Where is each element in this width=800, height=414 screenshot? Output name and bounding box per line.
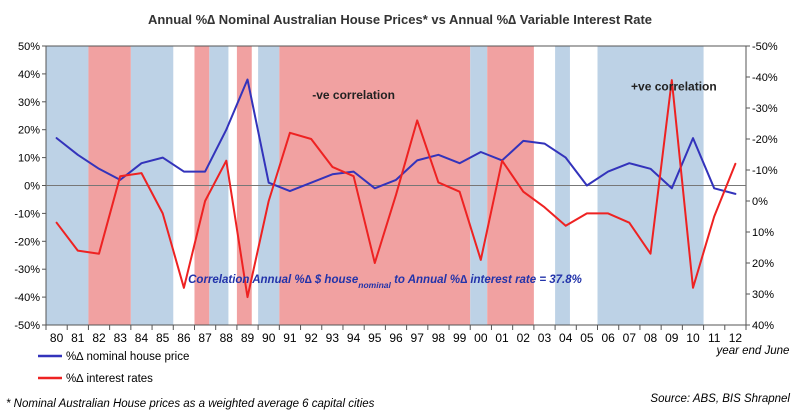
x-tick-label: 83 (114, 331, 128, 345)
right-tick-label: -10% (752, 165, 778, 177)
x-tick-label: 88 (220, 331, 234, 345)
x-tick-label: 82 (92, 331, 106, 345)
house-price-line (55, 78, 737, 195)
x-tick-label: 91 (283, 331, 297, 345)
x-tick-label: 99 (453, 331, 467, 345)
x-tick-label: 05 (580, 331, 594, 345)
legend: %∆ nominal house price %∆ interest rates (38, 351, 189, 385)
x-tick-label: 87 (198, 331, 212, 345)
legend-label: %∆ interest rates (66, 373, 153, 385)
x-tick-label: 95 (368, 331, 382, 345)
left-tick-label: 20% (18, 125, 40, 137)
left-tick-label: 50% (18, 41, 40, 53)
left-tick-label: 0% (24, 181, 40, 193)
source-note: Source: ABS, BIS Shrapnel (650, 393, 790, 405)
x-tick-label: 85 (156, 331, 170, 345)
x-tick-label: 00 (474, 331, 488, 345)
x-tick-label: 98 (432, 331, 446, 345)
right-tick-label: 40% (752, 320, 774, 332)
left-tick-label: -10% (14, 208, 40, 220)
left-axis: 50% 40% 30% 20% 10% 0% -10% -20% -30% -40% -50% (14, 41, 46, 332)
left-tick-label: -50% (14, 320, 40, 332)
x-tick-label: 94 (347, 331, 361, 345)
right-tick-label: -40% (752, 72, 778, 84)
x-tick-label: 93 (326, 331, 340, 345)
x-tick-label: 81 (71, 331, 85, 345)
x-tick-label: 09 (665, 331, 679, 345)
series-lines (55, 78, 737, 299)
correlation-label: Correlation Annual %∆ $ housenominal to … (188, 274, 582, 290)
x-tick-label: 07 (623, 331, 637, 345)
x-tick-label: 10 (686, 331, 700, 345)
right-tick-label: -20% (752, 134, 778, 146)
x-tick-label: 96 (389, 331, 403, 345)
left-tick-label: -30% (14, 264, 40, 276)
x-tick-label: 12 (729, 331, 743, 345)
x-tick-label: 06 (601, 331, 615, 345)
annotations: -ve correlation +ve correlation Correlatio… (188, 80, 717, 291)
right-tick-label: -50% (752, 41, 778, 53)
left-tick-label: -20% (14, 236, 40, 248)
x-tick-label: 92 (304, 331, 318, 345)
x-tick-label: 02 (517, 331, 531, 345)
right-axis: -50% -40% -30% -20% -10% 0% 10% 20% 30% 40% (746, 41, 778, 332)
x-tick-label: 84 (135, 331, 149, 345)
left-tick-label: 40% (18, 69, 40, 81)
annotation-label: -ve correlation (312, 88, 395, 102)
chart-title: Annual %∆ Nominal Australian House Price… (148, 12, 652, 27)
left-tick-label: 10% (18, 153, 40, 165)
right-tick-label: 20% (752, 258, 774, 270)
x-tick-label: 80 (50, 331, 64, 345)
x-tick-label: 04 (559, 331, 573, 345)
x-axis: 80 81 82 83 84 85 86 87 88 89 90 91 92 93 94 95 96 97 98 99… (45, 325, 747, 345)
annotation-label: +ve correlation (631, 80, 717, 94)
right-tick-label: 0% (752, 196, 768, 208)
footnote: * Nominal Australian House prices as a w… (6, 398, 375, 410)
x-tick-label: 03 (538, 331, 552, 345)
x-tick-label: 01 (495, 331, 509, 345)
right-tick-label: 10% (752, 227, 774, 239)
x-tick-label: 08 (644, 331, 658, 345)
left-tick-label: -40% (14, 292, 40, 304)
x-tick-label: 11 (708, 331, 721, 345)
right-tick-label: -30% (752, 103, 778, 115)
x-tick-label: 89 (241, 331, 255, 345)
x-tick-label: 86 (177, 331, 191, 345)
right-tick-label: 30% (752, 289, 774, 301)
legend-label: %∆ nominal house price (66, 351, 189, 363)
x-tick-label: 97 (411, 331, 425, 345)
x-axis-note: year end June (716, 345, 790, 357)
x-tick-label: 90 (262, 331, 276, 345)
interest-rate-line (55, 79, 737, 299)
left-tick-label: 30% (18, 97, 40, 109)
